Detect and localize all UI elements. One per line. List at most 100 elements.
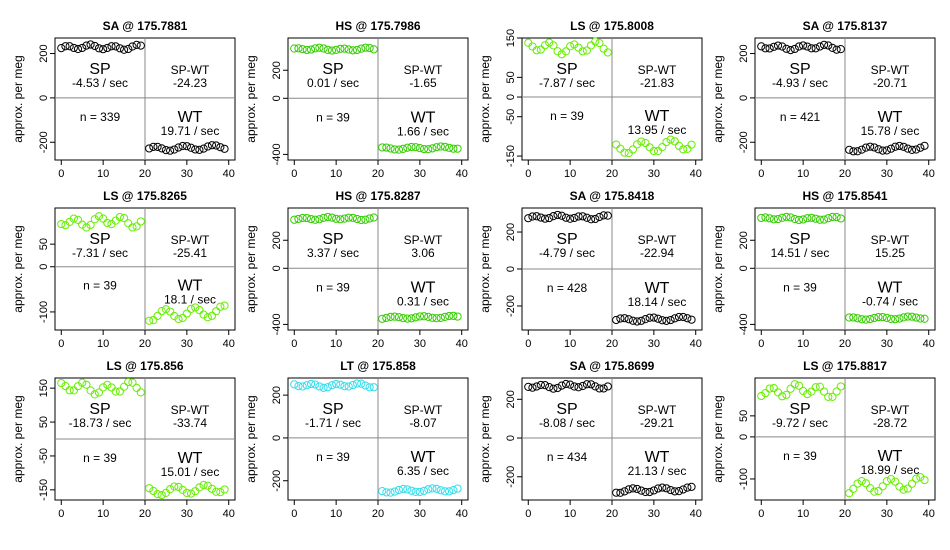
wt-point <box>212 307 221 316</box>
sp-point <box>532 212 541 221</box>
n-count: n = 39 <box>316 280 350 294</box>
wt-point <box>220 301 229 310</box>
wt-point <box>394 145 404 154</box>
sp-rate: -1.71 / sec <box>305 416 361 430</box>
wt-point <box>411 143 420 152</box>
wt-point <box>616 144 625 153</box>
sp-point <box>561 47 571 56</box>
sp-point <box>570 382 579 391</box>
wt-point <box>853 147 862 156</box>
sp-point <box>836 382 845 391</box>
sp-point <box>782 390 791 399</box>
sp-point <box>78 378 87 387</box>
sp-point <box>832 45 841 54</box>
wt-point <box>674 487 684 496</box>
sp-point <box>361 215 370 224</box>
sp-point <box>361 43 370 52</box>
sp-point <box>357 215 366 225</box>
panel-title: LS @ 175.856 <box>106 359 183 373</box>
sp-point <box>561 379 571 389</box>
n-count: n = 421 <box>780 110 821 124</box>
x-tick-label: 40 <box>456 338 468 350</box>
x-tick-label: 10 <box>564 508 576 520</box>
sp-point <box>57 44 66 53</box>
sp-point <box>369 45 378 54</box>
y-tick-label: -200 <box>38 131 50 153</box>
wt-point <box>878 482 887 491</box>
sp-point <box>294 214 303 224</box>
sp-point <box>103 43 112 53</box>
wt-point <box>453 312 462 321</box>
wt-point <box>845 313 854 322</box>
wt-point <box>432 484 441 493</box>
sp-point <box>344 382 353 391</box>
wt-point <box>449 311 458 320</box>
sp-point <box>327 46 337 55</box>
wt-rate: 1.66 / sec <box>397 124 449 138</box>
diff-label: SP-WT <box>404 63 443 77</box>
panel-title: LS @ 175.8008 <box>570 19 654 33</box>
sp-point <box>761 44 770 53</box>
wt-point <box>440 487 450 496</box>
wt-point <box>428 484 437 493</box>
wt-point <box>920 314 929 323</box>
x-tick-label: 10 <box>564 168 576 180</box>
wt-rate: 21.13 / sec <box>628 464 687 478</box>
wt-point <box>453 484 462 493</box>
wt-point <box>845 489 854 498</box>
sp-point <box>298 45 307 54</box>
wt-point <box>199 480 208 490</box>
sp-point <box>773 214 783 224</box>
sp-point <box>348 213 357 222</box>
wt-point <box>453 144 462 153</box>
sp-point <box>790 44 799 54</box>
sp-point <box>807 387 816 396</box>
sp-point <box>803 389 812 399</box>
wt-point <box>199 144 208 153</box>
wt-point <box>886 475 896 484</box>
y-tick-label: 0 <box>271 435 283 441</box>
sp-point <box>315 382 324 391</box>
sp-point <box>290 380 299 389</box>
y-tick-label: -200 <box>505 466 517 488</box>
x-tick-label: 0 <box>525 168 531 180</box>
y-tick-label: -50 <box>38 448 50 464</box>
wt-point <box>449 486 458 495</box>
y-tick-label: -200 <box>505 295 517 317</box>
wt-rate: 18.99 / sec <box>861 463 920 477</box>
y-tick-label: 50 <box>38 416 50 428</box>
sp-point <box>99 214 108 223</box>
wt-label: WT <box>878 279 903 296</box>
sp-point <box>765 214 774 223</box>
sp-point <box>352 214 362 224</box>
sp-point <box>769 42 778 51</box>
x-tick-label: 30 <box>414 168 426 180</box>
wt-point <box>870 143 879 152</box>
sp-point <box>298 382 307 391</box>
x-tick-label: 40 <box>223 168 235 180</box>
sp-point <box>306 45 316 54</box>
sp-point <box>811 214 820 223</box>
sp-point <box>603 382 612 391</box>
sp-point <box>824 41 833 50</box>
sp-point <box>578 47 587 56</box>
sp-point <box>790 214 799 224</box>
x-tick-label: 30 <box>414 338 426 350</box>
wt-point <box>161 305 171 314</box>
sp-point <box>545 213 554 223</box>
n-count: n = 39 <box>83 279 117 293</box>
wt-point <box>653 484 663 493</box>
diff-label: SP-WT <box>404 233 443 247</box>
wt-point <box>428 313 437 322</box>
wt-point <box>157 144 166 153</box>
wt-point <box>212 141 221 150</box>
sp-point <box>786 213 795 222</box>
sp-point <box>828 212 837 222</box>
x-tick-label: 10 <box>797 338 809 350</box>
x-tick-label: 20 <box>372 168 384 180</box>
sp-point <box>595 384 604 393</box>
wt-point <box>407 314 416 323</box>
wt-point <box>687 482 696 491</box>
y-axis-label: approx. per meg <box>244 395 258 482</box>
x-tick-label: 40 <box>690 338 702 350</box>
